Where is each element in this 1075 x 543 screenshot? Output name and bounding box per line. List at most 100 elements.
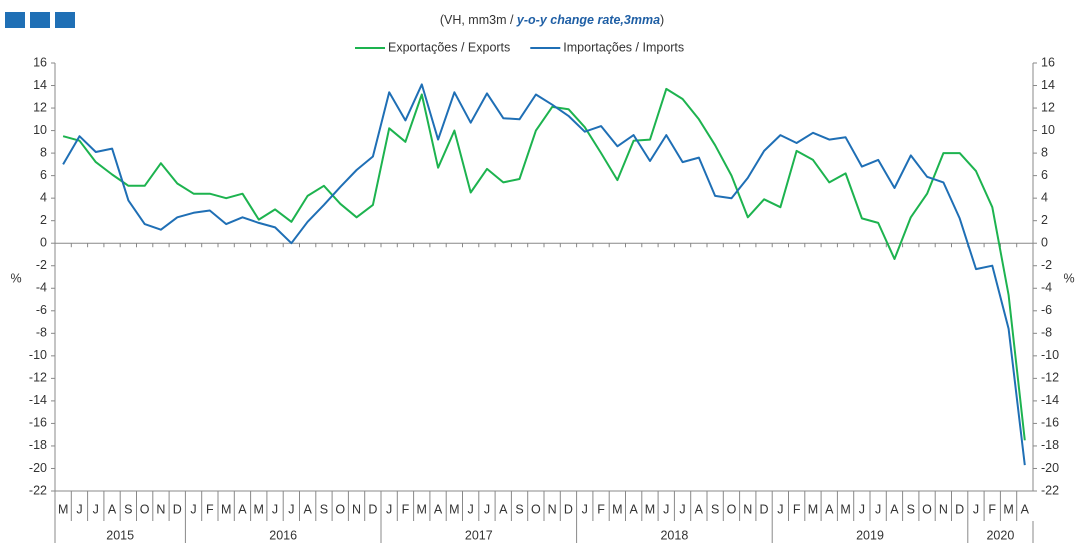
x-tick-label: F <box>206 502 214 516</box>
x-tick-label: S <box>515 502 523 516</box>
y2-tick-label: -20 <box>1041 461 1059 475</box>
y2-tick-label: 8 <box>1041 145 1048 159</box>
y2-tick-label: 16 <box>1041 55 1055 69</box>
y-tick-label: -20 <box>29 461 47 475</box>
x-tick-label: D <box>760 502 769 516</box>
y2-tick-label: -12 <box>1041 371 1059 385</box>
y-tick-label: 6 <box>40 168 47 182</box>
y-tick-label: -2 <box>36 258 47 272</box>
logo-block <box>30 12 50 28</box>
y-tick-label: -18 <box>29 438 47 452</box>
y-tick-label: 2 <box>40 213 47 227</box>
y-tick-label: -14 <box>29 393 47 407</box>
y2-tick-label: -18 <box>1041 438 1059 452</box>
x-tick-label: M <box>254 502 264 516</box>
subtitle-emphasis: y-o-y change rate,3mma <box>516 13 660 27</box>
x-tick-label: J <box>386 502 392 516</box>
x-tick-label: A <box>303 502 312 516</box>
y-tick-label: 0 <box>40 236 47 250</box>
legend-label: Exportações / Exports <box>388 40 510 54</box>
y2-tick-label: -4 <box>1041 281 1052 295</box>
x-tick-label: A <box>238 502 247 516</box>
y-tick-label: -10 <box>29 348 47 362</box>
x-tick-label: D <box>955 502 964 516</box>
x-tick-label: M <box>449 502 459 516</box>
subtitle: (VH, mm3m / y-o-y change rate,3mma) <box>440 13 664 27</box>
x-tick-label: J <box>582 502 588 516</box>
subtitle-suffix: ) <box>660 13 664 27</box>
logo-block <box>55 12 75 28</box>
x-tick-label: N <box>939 502 948 516</box>
x-tick-label: J <box>484 502 490 516</box>
x-tick-label: D <box>564 502 573 516</box>
x-tick-label: N <box>548 502 557 516</box>
x-tick-label: M <box>808 502 818 516</box>
x-tick-label: F <box>988 502 996 516</box>
x-tick-label: A <box>825 502 834 516</box>
x-tick-label: D <box>173 502 182 516</box>
x-tick-label: A <box>1021 502 1030 516</box>
y2-tick-label: 10 <box>1041 123 1055 137</box>
x-tick-label: M <box>840 502 850 516</box>
x-tick-label: J <box>190 502 196 516</box>
y-tick-label: -16 <box>29 416 47 430</box>
x-tick-label: O <box>335 502 345 516</box>
y2-tick-label: 6 <box>1041 168 1048 182</box>
logo-block <box>5 12 25 28</box>
x-tick-label: M <box>58 502 68 516</box>
y-axis-label: % <box>10 271 21 285</box>
x-tick-label: M <box>1003 502 1013 516</box>
y-tick-label: 14 <box>33 78 47 92</box>
series-line <box>62 87 1026 441</box>
year-label: 2015 <box>106 528 134 542</box>
y2-tick-label: -14 <box>1041 393 1059 407</box>
x-tick-label: A <box>434 502 443 516</box>
x-tick-label: D <box>368 502 377 516</box>
y-tick-label: 16 <box>33 55 47 69</box>
y2-tick-label: 2 <box>1041 213 1048 227</box>
x-tick-label: J <box>973 502 979 516</box>
x-tick-label: S <box>124 502 132 516</box>
legend-label: Importações / Imports <box>563 40 684 54</box>
y2-tick-label: -22 <box>1041 483 1059 497</box>
x-tick-label: S <box>320 502 328 516</box>
y2-tick-label: -16 <box>1041 416 1059 430</box>
y2-tick-label: -2 <box>1041 258 1052 272</box>
y2-tick-label: -10 <box>1041 348 1059 362</box>
y2-tick-label: 0 <box>1041 236 1048 250</box>
year-label: 2017 <box>465 528 493 542</box>
y2-tick-label: 14 <box>1041 78 1055 92</box>
x-tick-label: J <box>663 502 669 516</box>
x-tick-label: M <box>221 502 231 516</box>
y-tick-label: -12 <box>29 371 47 385</box>
year-label: 2020 <box>986 528 1014 542</box>
year-label: 2018 <box>660 528 688 542</box>
x-tick-label: A <box>108 502 117 516</box>
x-tick-label: J <box>777 502 783 516</box>
x-tick-label: J <box>875 502 881 516</box>
y2-tick-label: -8 <box>1041 326 1052 340</box>
x-tick-label: M <box>612 502 622 516</box>
x-tick-label: A <box>499 502 508 516</box>
x-tick-label: J <box>288 502 294 516</box>
y2-tick-label: 12 <box>1041 100 1055 114</box>
y-tick-label: 12 <box>33 100 47 114</box>
x-tick-label: O <box>140 502 150 516</box>
x-tick-label: S <box>907 502 915 516</box>
y-tick-label: -8 <box>36 326 47 340</box>
y2-tick-label: 4 <box>1041 190 1048 204</box>
year-label: 2019 <box>856 528 884 542</box>
x-tick-label: J <box>76 502 82 516</box>
x-tick-label: J <box>93 502 99 516</box>
y-tick-label: 4 <box>40 190 47 204</box>
y-tick-label: 10 <box>33 123 47 137</box>
x-tick-label: O <box>727 502 737 516</box>
x-tick-label: F <box>597 502 605 516</box>
x-tick-label: J <box>679 502 685 516</box>
series-line <box>62 83 1026 466</box>
y-tick-label: -4 <box>36 281 47 295</box>
year-label: 2016 <box>269 528 297 542</box>
x-tick-label: N <box>743 502 752 516</box>
x-tick-label: O <box>922 502 932 516</box>
